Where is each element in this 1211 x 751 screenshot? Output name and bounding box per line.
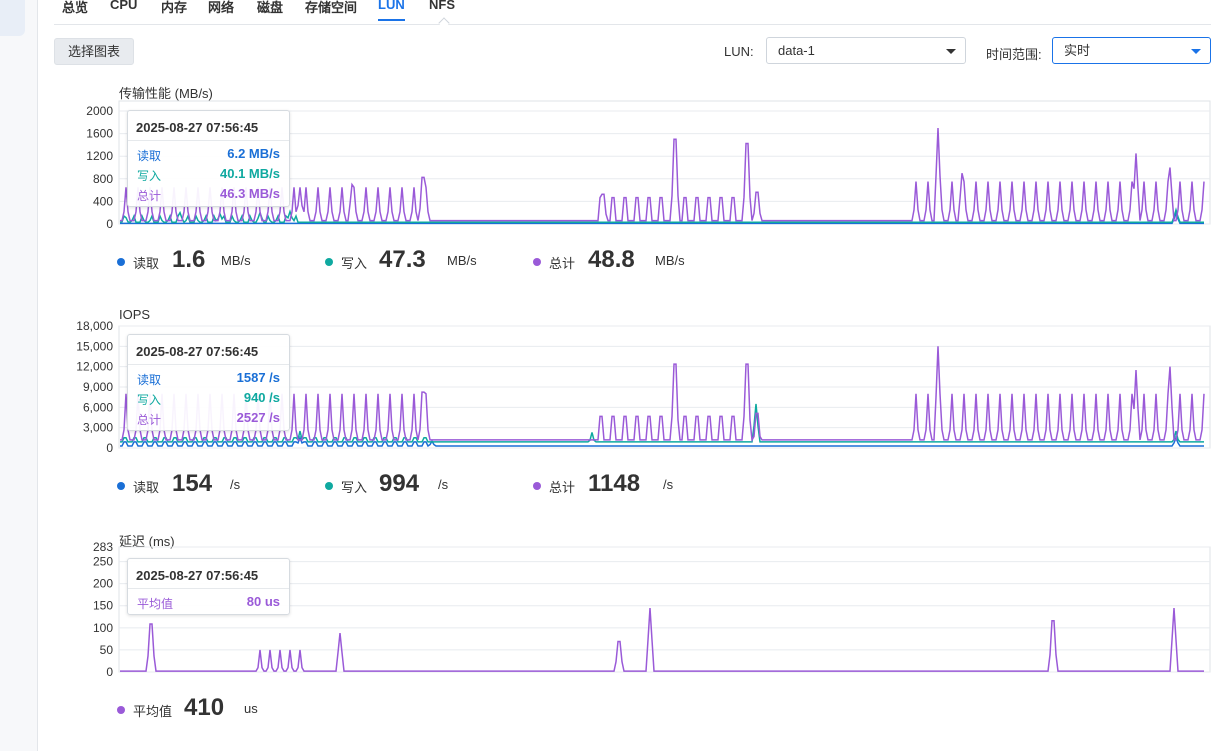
series-line-1 — [120, 403, 1204, 443]
tooltip-time: 2025-08-27 07:56:45 — [128, 335, 289, 365]
tooltip-time: 2025-08-27 07:56:45 — [128, 559, 289, 589]
legend-read-unit: /s — [230, 477, 241, 492]
y-tick-label: 283 — [93, 540, 113, 554]
lun-label: LUN: — [724, 44, 754, 59]
series-line-2 — [120, 346, 1205, 443]
y-tick-label: 150 — [93, 599, 113, 613]
series-line-0 — [120, 211, 1204, 225]
tab-memory[interactable]: 内存 — [161, 0, 188, 15]
select-chart-button[interactable]: 选择图表 — [54, 38, 134, 65]
legend-read-label: 读取 — [133, 480, 160, 495]
legend-write-label: 写入 — [341, 256, 368, 271]
tab-nfs[interactable]: NFS — [429, 0, 455, 12]
tooltip-row-write: 写入 940 /s — [137, 390, 280, 407]
legend-read-value: 154 — [172, 470, 213, 497]
legend-read-label: 读取 — [133, 256, 160, 271]
write-legend-dot — [325, 258, 333, 266]
legend-total-label: 总计 — [549, 256, 576, 271]
y-tick-label: 15,000 — [76, 339, 113, 353]
tab-storage[interactable]: 存储空间 — [305, 0, 358, 15]
series-line-2 — [120, 127, 1205, 222]
throughput-chart-title: 传输性能 (MB/s) — [119, 86, 213, 101]
y-tick-label: 0 — [106, 665, 113, 679]
legend-total-value: 48.8 — [588, 246, 635, 273]
series-line-1 — [119, 207, 1204, 224]
y-tick-label: 250 — [93, 555, 113, 569]
tooltip-row-average: 平均值 80 us — [137, 594, 280, 611]
y-tick-label: 50 — [100, 643, 114, 657]
latency-legend: 平均值 410 us — [117, 694, 417, 727]
tooltip-row-total: 总计 2527 /s — [137, 410, 280, 427]
total-legend-dot — [533, 482, 541, 490]
tooltip-row-read: 读取 6.2 MB/s — [137, 146, 280, 163]
legend-write-unit: /s — [438, 477, 449, 492]
time-range-label: 时间范围: — [986, 47, 1042, 62]
throughput-chart: 2000 1600 1200 800 400 0 — [86, 100, 1211, 231]
y-tick-label: 0 — [106, 217, 113, 231]
read-legend-dot — [117, 482, 125, 490]
y-tick-label: 1600 — [86, 127, 113, 141]
chevron-down-icon — [946, 49, 956, 54]
total-legend-dot — [533, 258, 541, 266]
tab-overview[interactable]: 总览 — [62, 0, 89, 15]
tab-disk[interactable]: 磁盘 — [257, 0, 284, 15]
chevron-down-icon — [1191, 49, 1201, 54]
tab-bar: 总览 CPU 内存 网络 磁盘 存储空间 LUN NFS — [54, 0, 1211, 29]
throughput-legend: 读取 1.6 MB/s 写入 47.3 MB/s 总计 48.8 MB/s — [117, 246, 717, 279]
iops-chart: 18,000 15,000 12,000 9,000 6,000 3,000 0 — [76, 319, 1211, 455]
read-legend-dot — [117, 258, 125, 266]
legend-average-value: 410 — [184, 694, 225, 721]
legend-average-label: 平均值 — [133, 704, 173, 719]
tooltip-time: 2025-08-27 07:56:45 — [128, 111, 289, 141]
legend-total-unit: /s — [663, 477, 674, 492]
latency-chart-title: 延迟 (ms) — [119, 534, 175, 549]
left-rail — [0, 0, 38, 751]
iops-tooltip: 2025-08-27 07:56:45 读取 1587 /s 写入 940 /s 总… — [127, 334, 290, 431]
latency-tooltip: 2025-08-27 07:56:45 平均值 80 us — [127, 558, 290, 615]
legend-total-value: 1148 — [588, 470, 641, 497]
y-tick-label: 3,000 — [83, 421, 113, 435]
lun-select[interactable]: data-1 — [766, 37, 966, 64]
tab-cpu[interactable]: CPU — [110, 0, 138, 12]
tooltip-row-total: 总计 46.3 MB/s — [137, 186, 280, 203]
y-tick-label: 200 — [93, 577, 113, 591]
left-rail-selected-item[interactable] — [0, 0, 25, 36]
y-tick-label: 100 — [93, 621, 113, 635]
y-tick-label: 6,000 — [83, 400, 113, 414]
legend-read-value: 1.6 — [172, 246, 206, 273]
tab-lun[interactable]: LUN — [378, 0, 405, 21]
tooltip-row-write: 写入 40.1 MB/s — [137, 166, 280, 183]
y-tick-label: 0 — [106, 441, 113, 455]
time-range-select[interactable]: 实时 — [1052, 37, 1211, 64]
legend-average-unit: us — [244, 701, 258, 716]
y-tick-label: 9,000 — [83, 380, 113, 394]
throughput-tooltip: 2025-08-27 07:56:45 读取 6.2 MB/s 写入 40.1 MB… — [127, 110, 290, 207]
legend-read-unit: MB/s — [221, 253, 251, 268]
iops-legend: 读取 154 /s 写入 994 /s 总计 1148 /s — [117, 470, 717, 503]
iops-chart-title: IOPS — [119, 307, 151, 322]
legend-write-label: 写入 — [341, 480, 368, 495]
y-tick-label: 800 — [93, 172, 113, 186]
y-tick-label: 1200 — [86, 149, 113, 163]
lun-select-value: data-1 — [778, 43, 815, 58]
legend-write-value: 47.3 — [379, 246, 426, 273]
average-legend-dot — [117, 706, 125, 714]
series-line-0 — [120, 607, 1204, 672]
write-legend-dot — [325, 482, 333, 490]
y-tick-label: 400 — [93, 194, 113, 208]
legend-write-value: 994 — [379, 470, 420, 497]
time-range-select-value: 实时 — [1064, 43, 1091, 58]
tab-network[interactable]: 网络 — [208, 0, 235, 15]
y-tick-label: 12,000 — [76, 360, 113, 374]
active-tab-indicator — [438, 17, 450, 29]
y-tick-label: 2000 — [86, 104, 113, 118]
legend-total-unit: MB/s — [655, 253, 685, 268]
legend-total-label: 总计 — [549, 480, 576, 495]
tooltip-row-read: 读取 1587 /s — [137, 370, 280, 387]
legend-write-unit: MB/s — [447, 253, 477, 268]
y-tick-label: 18,000 — [76, 319, 113, 333]
